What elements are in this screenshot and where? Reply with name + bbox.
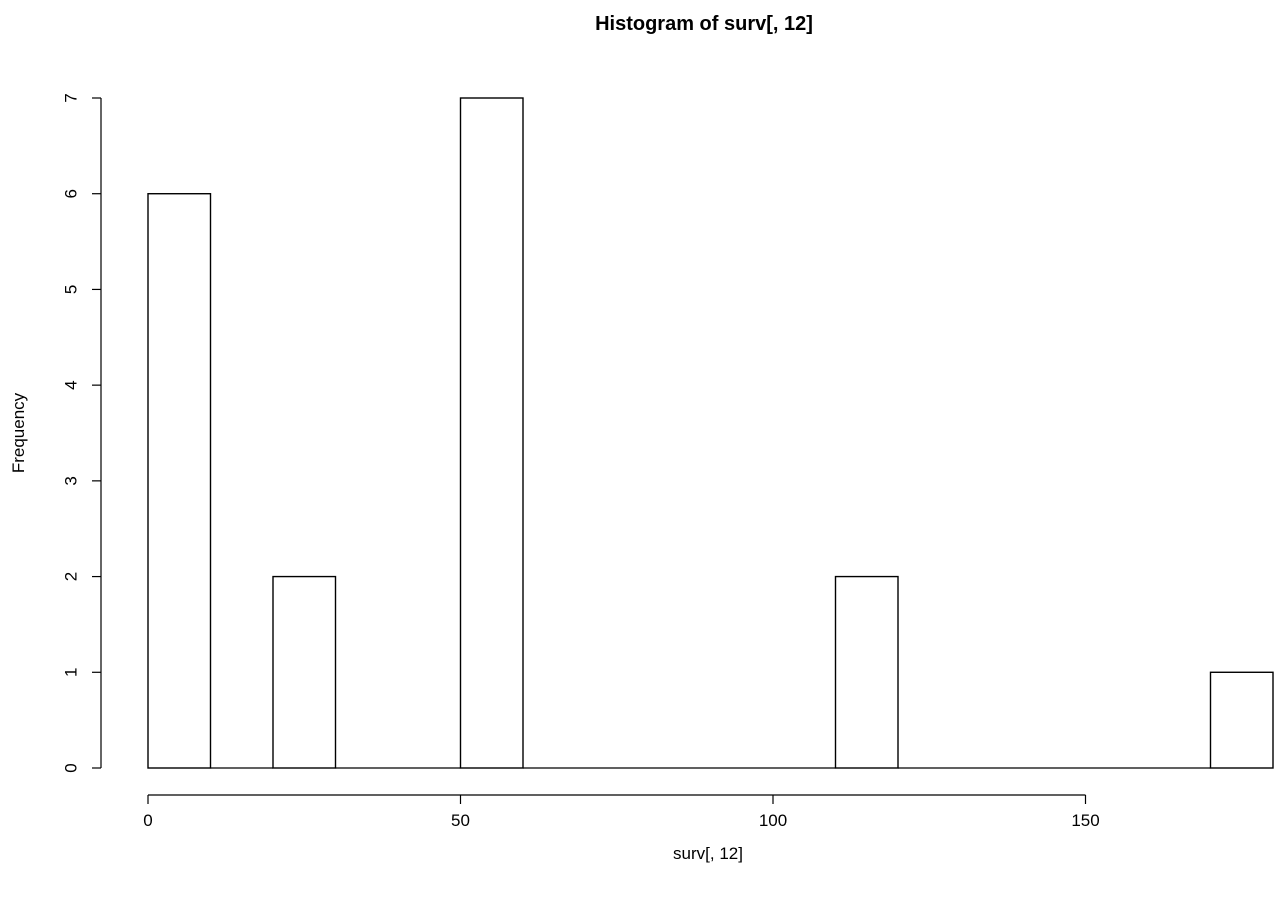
y-tick-label: 1 (62, 668, 81, 677)
histogram-bar (834, 575, 899, 769)
y-tick-label: 4 (62, 380, 81, 389)
y-axis: 0 1 2 3 4 5 6 7 (62, 93, 102, 773)
x-tick-label: 150 (1071, 811, 1099, 830)
x-tick-label: 100 (759, 811, 787, 830)
chart-title: Histogram of surv[, 12] (595, 13, 813, 35)
histogram-bar (272, 575, 337, 769)
histogram-bar (459, 97, 524, 769)
y-tick-label: 5 (62, 285, 81, 294)
y-axis-label: Frequency (9, 392, 28, 473)
y-tick-label: 6 (62, 189, 81, 198)
x-tick-label: 50 (451, 811, 470, 830)
y-tick-label: 7 (62, 93, 81, 102)
y-tick-label: 2 (62, 572, 81, 581)
y-tick-label: 0 (62, 763, 81, 772)
x-axis-label: surv[, 12] (673, 844, 743, 863)
y-tick-label: 3 (62, 476, 81, 485)
histogram-bar (147, 193, 212, 769)
x-tick-label: 0 (143, 811, 152, 830)
histogram-bar (1209, 671, 1274, 769)
bars-group (147, 97, 1274, 769)
x-axis: 0 50 100 150 (143, 794, 1100, 830)
